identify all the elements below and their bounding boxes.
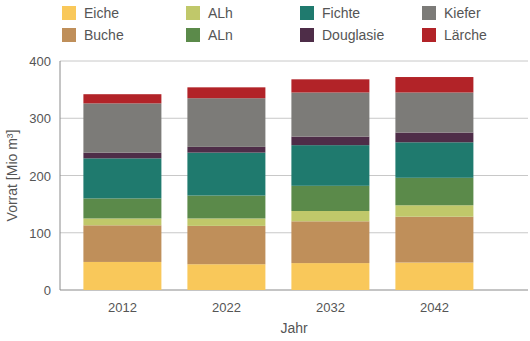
bar-segment (291, 263, 369, 290)
legend-label: Eiche (84, 5, 119, 21)
bar-segment (187, 196, 265, 219)
legend-swatch (186, 6, 200, 20)
x-axis-title: Jahr (280, 320, 308, 336)
bar-segment (83, 262, 161, 290)
bar-segment (83, 153, 161, 159)
bar-segment (83, 225, 161, 262)
bar-segment (395, 217, 473, 263)
x-tick-label: 2012 (108, 300, 137, 315)
legend-swatch (62, 6, 76, 20)
bar-segment (395, 263, 473, 290)
legend-label: Fichte (322, 5, 360, 21)
bar-segment (187, 87, 265, 98)
legend-swatch (186, 28, 200, 42)
legend-label: Lärche (444, 27, 487, 43)
legend-swatch (62, 28, 76, 42)
bar-segment (291, 92, 369, 136)
bar-segment (187, 226, 265, 264)
x-tick-label: 2032 (316, 300, 345, 315)
y-axis (60, 61, 61, 290)
legend-label: Kiefer (444, 5, 481, 21)
bar-segment (187, 147, 265, 153)
x-tick-label: 2042 (420, 300, 449, 315)
bar-segment (395, 205, 473, 216)
legend-swatch (422, 6, 436, 20)
bar-segment (395, 92, 473, 132)
y-tick-label: 0 (44, 283, 51, 298)
legend-label: Buche (84, 27, 124, 43)
x-tick-label: 2022 (212, 300, 241, 315)
bar-segment (291, 221, 369, 263)
bar-segment (83, 198, 161, 218)
bar-segment (395, 142, 473, 177)
bar-segment (83, 158, 161, 198)
legend-swatch (300, 6, 314, 20)
y-tick-label: 200 (29, 169, 51, 184)
bar-segment (395, 77, 473, 92)
chart: 0 100 200 300 400 2012 2022 2032 2042 Jahr Vorrat … (0, 0, 530, 341)
bar-segment (187, 98, 265, 147)
bars (83, 77, 473, 290)
bar-segment (83, 218, 161, 225)
bar-segment (187, 264, 265, 290)
y-axis-title: Vorrat [Mio m³] (4, 130, 20, 222)
legend-label: Douglasie (322, 27, 384, 43)
bar-segment (395, 133, 473, 143)
legend-label: ALn (208, 27, 233, 43)
legend-swatch (422, 28, 436, 42)
bar-segment (291, 145, 369, 186)
legend-swatch (300, 28, 314, 42)
bar-segment (187, 218, 265, 225)
bar-segment (395, 178, 473, 205)
bar-segment (291, 211, 369, 221)
bar-segment (187, 153, 265, 196)
y-tick-label: 400 (29, 54, 51, 69)
legend-label: ALh (208, 5, 233, 21)
bar-segment (291, 186, 369, 211)
y-tick-label: 100 (29, 226, 51, 241)
grid-line (60, 61, 528, 62)
bar-segment (83, 103, 161, 152)
bar-segment (83, 94, 161, 103)
bar-segment (291, 79, 369, 92)
y-tick-label: 300 (29, 111, 51, 126)
bar-segment (291, 137, 369, 146)
